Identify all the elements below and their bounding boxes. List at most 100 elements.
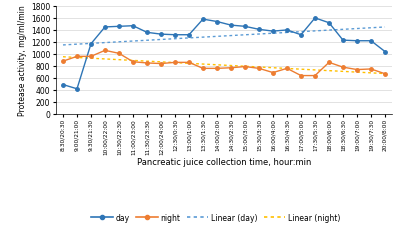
Linear (day) <box>326 30 331 32</box>
Linear (day) <box>74 44 79 46</box>
Linear (day) <box>173 38 178 41</box>
night <box>270 72 275 75</box>
night <box>326 62 331 64</box>
night <box>229 67 234 70</box>
Linear (day) <box>313 30 318 33</box>
day <box>61 84 66 87</box>
Linear (night) <box>61 56 66 59</box>
day <box>285 29 290 32</box>
Linear (day) <box>341 29 346 32</box>
Line: Linear (day): Linear (day) <box>63 28 385 46</box>
Linear (night) <box>326 70 331 73</box>
Linear (day) <box>102 42 107 45</box>
day <box>270 31 275 33</box>
night <box>214 68 219 71</box>
night <box>369 68 374 71</box>
Linear (day) <box>201 37 206 39</box>
Linear (night) <box>369 72 374 75</box>
X-axis label: Pancreatic juice collection time, hour:min: Pancreatic juice collection time, hour:m… <box>137 157 311 166</box>
Linear (day) <box>369 27 374 30</box>
day <box>201 19 206 21</box>
Line: night: night <box>61 49 387 78</box>
Linear (night) <box>102 58 107 61</box>
night <box>257 68 262 71</box>
Linear (night) <box>117 59 122 62</box>
Linear (night) <box>130 60 135 63</box>
Linear (night) <box>285 68 290 71</box>
Line: day: day <box>61 17 387 91</box>
night <box>242 66 247 69</box>
Linear (night) <box>214 64 219 67</box>
day <box>341 40 346 42</box>
Linear (night) <box>341 71 346 74</box>
day <box>229 25 234 27</box>
night <box>355 69 360 72</box>
day <box>102 26 107 29</box>
Linear (day) <box>382 27 387 29</box>
day <box>186 34 192 37</box>
day <box>369 40 374 43</box>
Linear (night) <box>229 65 234 68</box>
day <box>173 34 178 37</box>
night <box>145 62 150 65</box>
night <box>130 61 135 64</box>
night <box>102 50 107 52</box>
Linear (day) <box>298 31 304 34</box>
day <box>158 34 164 36</box>
Linear (night) <box>313 69 318 72</box>
Linear (night) <box>270 67 275 70</box>
Linear (day) <box>130 41 135 43</box>
night <box>61 60 66 63</box>
Linear (day) <box>214 36 219 38</box>
Linear (day) <box>89 43 94 46</box>
night <box>186 62 192 64</box>
Linear (night) <box>298 68 304 71</box>
Linear (day) <box>355 28 360 31</box>
Linear (night) <box>201 63 206 66</box>
night <box>74 56 79 58</box>
Linear (day) <box>242 34 247 37</box>
night <box>173 62 178 64</box>
Linear (day) <box>158 39 164 42</box>
day <box>117 26 122 29</box>
night <box>117 53 122 55</box>
night <box>341 66 346 69</box>
day <box>130 25 135 28</box>
Linear (day) <box>257 33 262 36</box>
Linear (night) <box>74 57 79 60</box>
Linear (night) <box>242 65 247 68</box>
day <box>89 43 94 46</box>
day <box>145 32 150 35</box>
day <box>298 34 304 37</box>
day <box>382 51 387 54</box>
night <box>285 68 290 71</box>
night <box>313 75 318 78</box>
Line: Linear (night): Linear (night) <box>63 57 385 74</box>
night <box>298 75 304 78</box>
Linear (day) <box>145 40 150 42</box>
Linear (night) <box>89 57 94 60</box>
Linear (night) <box>173 62 178 65</box>
Linear (day) <box>186 37 192 40</box>
Linear (day) <box>61 44 66 47</box>
Linear (night) <box>355 71 360 74</box>
Linear (night) <box>257 66 262 69</box>
Linear (night) <box>158 61 164 64</box>
day <box>214 21 219 24</box>
Linear (day) <box>270 33 275 35</box>
day <box>355 40 360 43</box>
night <box>201 68 206 71</box>
Linear (night) <box>382 73 387 76</box>
day <box>242 26 247 29</box>
night <box>382 73 387 76</box>
Linear (day) <box>229 35 234 38</box>
Y-axis label: Protease activity, mg/ml/min: Protease activity, mg/ml/min <box>18 5 27 116</box>
Legend: day, night, Linear (day), Linear (night): day, night, Linear (day), Linear (night) <box>88 210 344 225</box>
night <box>89 56 94 58</box>
day <box>313 17 318 20</box>
Linear (night) <box>186 63 192 65</box>
day <box>326 22 331 25</box>
day <box>257 29 262 32</box>
day <box>74 88 79 91</box>
Linear (day) <box>117 41 122 44</box>
